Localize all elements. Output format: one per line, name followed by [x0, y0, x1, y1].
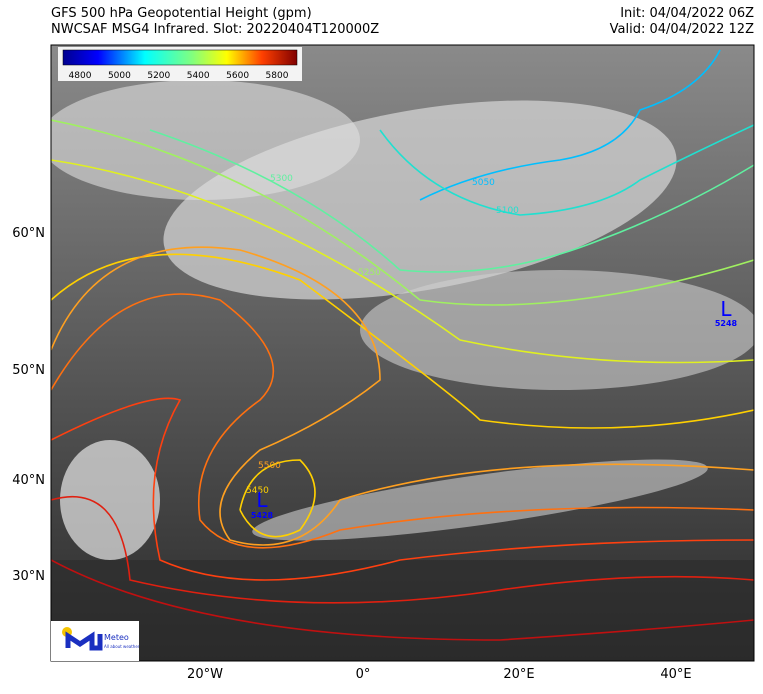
- longitude-label: 40°E: [660, 667, 691, 682]
- contour-label: 5100: [496, 206, 519, 216]
- latitude-label: 40°N: [12, 473, 45, 488]
- colorbar-tick-label: 5400: [187, 71, 210, 81]
- low-value: 5248: [715, 319, 738, 328]
- colorbar: 4800 5000 5200 5400 5600 5800: [58, 47, 302, 81]
- subtitle: NWCSAF MSG4 Infrared. Slot: 20220404T120…: [51, 22, 379, 37]
- colorbar-tick-label: 5000: [108, 71, 131, 81]
- contour-label: 5050: [472, 178, 495, 188]
- logo-tagline: All about weather: [104, 644, 140, 649]
- title: GFS 500 hPa Geopotential Height (gpm): [51, 6, 312, 21]
- low-value: 5428: [251, 511, 274, 520]
- colorbar-tick-label: 5200: [147, 71, 170, 81]
- latitude-label: 30°N: [12, 569, 45, 584]
- colorbar-tick-label: 5600: [226, 71, 249, 81]
- contour-label: 5250: [358, 268, 381, 278]
- latitude-label: 60°N: [12, 226, 45, 241]
- contour-label: 5500: [258, 461, 281, 471]
- colorbar-tick-label: 5800: [266, 71, 289, 81]
- logo-name: Meteo: [104, 633, 129, 642]
- logo: Meteo All about weather: [51, 621, 140, 661]
- latitude-label: 50°N: [12, 363, 45, 378]
- contour-label: 5300: [270, 174, 293, 184]
- longitude-label: 20°E: [503, 667, 534, 682]
- colorbar-tick-label: 4800: [69, 71, 92, 81]
- low-symbol: L: [720, 297, 732, 321]
- map: [51, 45, 754, 661]
- longitude-label: 20°W: [187, 667, 223, 682]
- init-time: Init: 04/04/2022 06Z: [620, 6, 754, 21]
- low-symbol: L: [256, 488, 268, 512]
- contour-label: 5450: [246, 486, 269, 496]
- longitude-label: 0°: [356, 667, 371, 682]
- valid-time: Valid: 04/04/2022 12Z: [610, 22, 754, 37]
